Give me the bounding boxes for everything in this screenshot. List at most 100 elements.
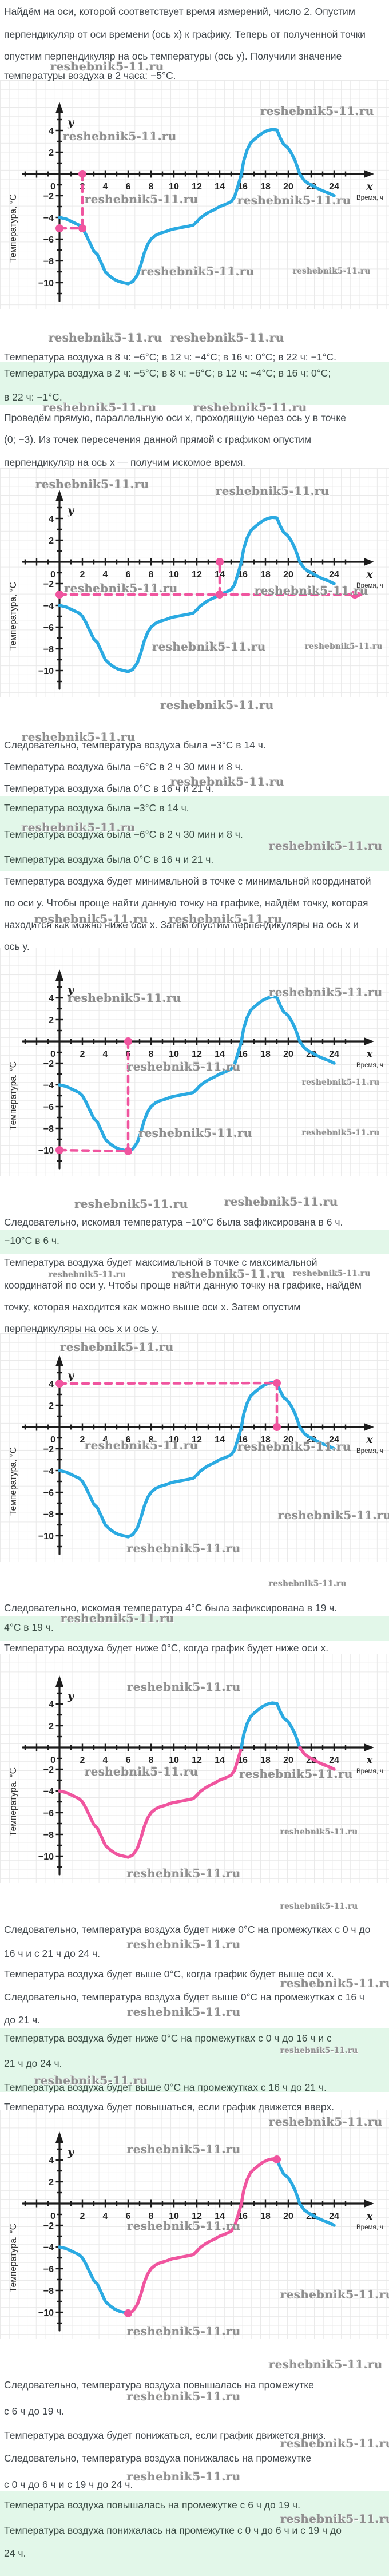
watermark: reshebnik5-11.ru [302,1078,380,1087]
svg-text:12: 12 [192,2212,202,2221]
watermark: reshebnik5-11.ru [74,1197,188,1211]
svg-text:−2: −2 [43,1765,54,1775]
svg-text:24: 24 [329,1755,339,1765]
watermark: reshebnik5-11.ru [269,2357,383,2371]
paragraph-line: температуры воздуха в 2 часа: −5°C. [4,70,176,81]
paragraph-line: по оси y. Чтобы проще найти данную точку… [4,897,368,909]
paragraph-line: Температура воздуха в 8 ч: −6°C; в 12 ч:… [4,351,336,363]
watermark: reshebnik5-11.ru [60,1340,174,1354]
watermark: reshebnik5-11.ru [170,331,284,344]
figure-temperature-graph-1: 2 4 6 8 10 12 14 16 18 20 22 24 0 4 2 −2 −4 −6 −8 −10 x y Врем… [0,80,389,309]
svg-text:18: 18 [260,1755,271,1765]
watermark: reshebnik5-11.ru [269,1579,347,1588]
svg-text:14: 14 [215,570,225,580]
svg-text:18: 18 [260,2212,271,2221]
paragraph-line: опустим перпендикуляр на ось температуры… [4,50,342,62]
paragraph-line: Температура воздуха будет ниже 0°C, когд… [4,1642,329,1654]
y-axis-caption: Температура, °C [9,582,18,651]
x-axis-caption: Время, ч [356,1062,383,1069]
answer-highlight-bg [0,362,389,405]
svg-text:−8: −8 [43,2286,54,2296]
point-marker [273,1423,281,1431]
watermark: reshebnik5-11.ru [34,2074,148,2087]
answer-highlight-bg [0,796,389,871]
y-axis-arrow [55,1355,63,1366]
watermark: reshebnik5-11.ru [64,581,178,595]
watermark: reshebnik5-11.ru [152,640,266,653]
paragraph-line: Температура воздуха будет выше 0°C, когд… [4,1968,334,1980]
svg-text:10: 10 [169,182,179,192]
watermark: reshebnik5-11.ru [127,1866,241,1880]
watermark: reshebnik5-11.ru [127,1060,241,1073]
answer-line: −10°C в 6 ч. [4,1235,59,1246]
svg-text:24: 24 [329,570,339,580]
svg-text:8: 8 [149,1755,154,1765]
answer-highlight-bg [0,2491,389,2576]
watermark: reshebnik5-11.ru [127,1541,241,1555]
paragraph-line: Следовательно, температура воздуха будет… [4,1991,365,2003]
paragraph-line: Следовательно, температура воздуха пониж… [4,2452,312,2464]
svg-text:8: 8 [149,1435,154,1445]
watermark: reshebnik5-11.ru [278,1508,389,1522]
svg-text:18: 18 [260,1049,271,1059]
svg-text:10: 10 [169,570,179,580]
x-axis-letter: x [366,568,373,581]
figure-temperature-graph-3: 2 4 6 8 10 12 14 16 18 20 22 24 0 4 2 −2 −4 −6 −8 −10 x y Врем… [0,948,389,1176]
point-marker [55,1146,63,1154]
watermark: reshebnik5-11.ru [293,267,371,276]
watermark: reshebnik5-11.ru [280,1828,358,1837]
svg-text:18: 18 [260,182,271,192]
svg-text:8: 8 [149,182,154,192]
watermark: reshebnik5-11.ru [260,104,374,118]
x-axis-letter: x [366,1433,373,1446]
point-marker [55,1380,63,1388]
paragraph-line: Температура воздуха будет минимальной в … [4,875,371,887]
fig2-plot: 2 4 6 8 10 12 14 16 18 20 22 24042−2−4−6−8−10xyВрем… [9,490,383,690]
watermark: reshebnik5-11.ru [127,2219,241,2233]
watermark: reshebnik5-11.ru [280,2288,389,2301]
answer-line: 24 ч. [4,2547,26,2559]
svg-text:−8: −8 [43,1124,54,1134]
watermark: reshebnik5-11.ru [280,2436,389,2450]
paragraph-line: Следовательно, температура воздуха была … [4,739,266,751]
watermark: reshebnik5-11.ru [127,2324,241,2338]
temperature-curve-segment [58,2245,130,2315]
y-axis-letter: y [67,2146,75,2158]
paragraph-line: 16 ч и с 21 ч до 24 ч. [4,1948,100,1959]
svg-text:−6: −6 [43,1103,54,1112]
fig5-plot: 2 4 6 8 10 12 14 16 18 20 22 24042−2−4−6−8−10xyВрем… [9,1675,383,1876]
svg-text:24: 24 [329,182,339,192]
paragraph-line: Следовательно, температура воздуха повыш… [4,2379,314,2391]
svg-text:12: 12 [192,1049,202,1059]
svg-text:24: 24 [329,1049,339,1059]
svg-text:−8: −8 [43,1510,54,1520]
axis-ticks [24,986,347,1162]
svg-text:4: 4 [103,570,108,580]
svg-text:−6: −6 [43,623,54,633]
watermark: reshebnik5-11.ru [34,912,148,926]
svg-text:4: 4 [103,1435,108,1445]
svg-text:−10: −10 [38,667,54,676]
paragraph-line: (0; −3). Из точек пересечения данной пря… [4,434,311,445]
y-axis-arrow [55,1675,63,1687]
x-axis-caption: Время, ч [356,582,383,589]
axes [22,1686,365,1876]
answer-line: Температура воздуха повышалась на промеж… [4,2499,300,2511]
svg-text:4: 4 [103,2212,108,2221]
answer-line: Температура воздуха понижалась на промеж… [4,2525,342,2536]
axis-ticks [24,1692,347,1868]
watermark: reshebnik5-11.ru [50,60,164,73]
axes [22,1365,365,1555]
svg-text:2: 2 [49,2178,54,2187]
svg-text:14: 14 [215,182,225,192]
paragraph-line: с 6 ч до 19 ч. [4,2405,65,2417]
temperature-curve-segment [298,1746,336,1771]
y-axis-caption: Температура, °C [9,1061,18,1130]
svg-text:0: 0 [50,1435,55,1445]
svg-text:−8: −8 [43,1830,54,1840]
temperature-curve-segment [58,128,336,286]
watermark: reshebnik5-11.ru [127,1680,241,1694]
svg-text:2: 2 [49,148,54,158]
point-marker [216,591,224,599]
